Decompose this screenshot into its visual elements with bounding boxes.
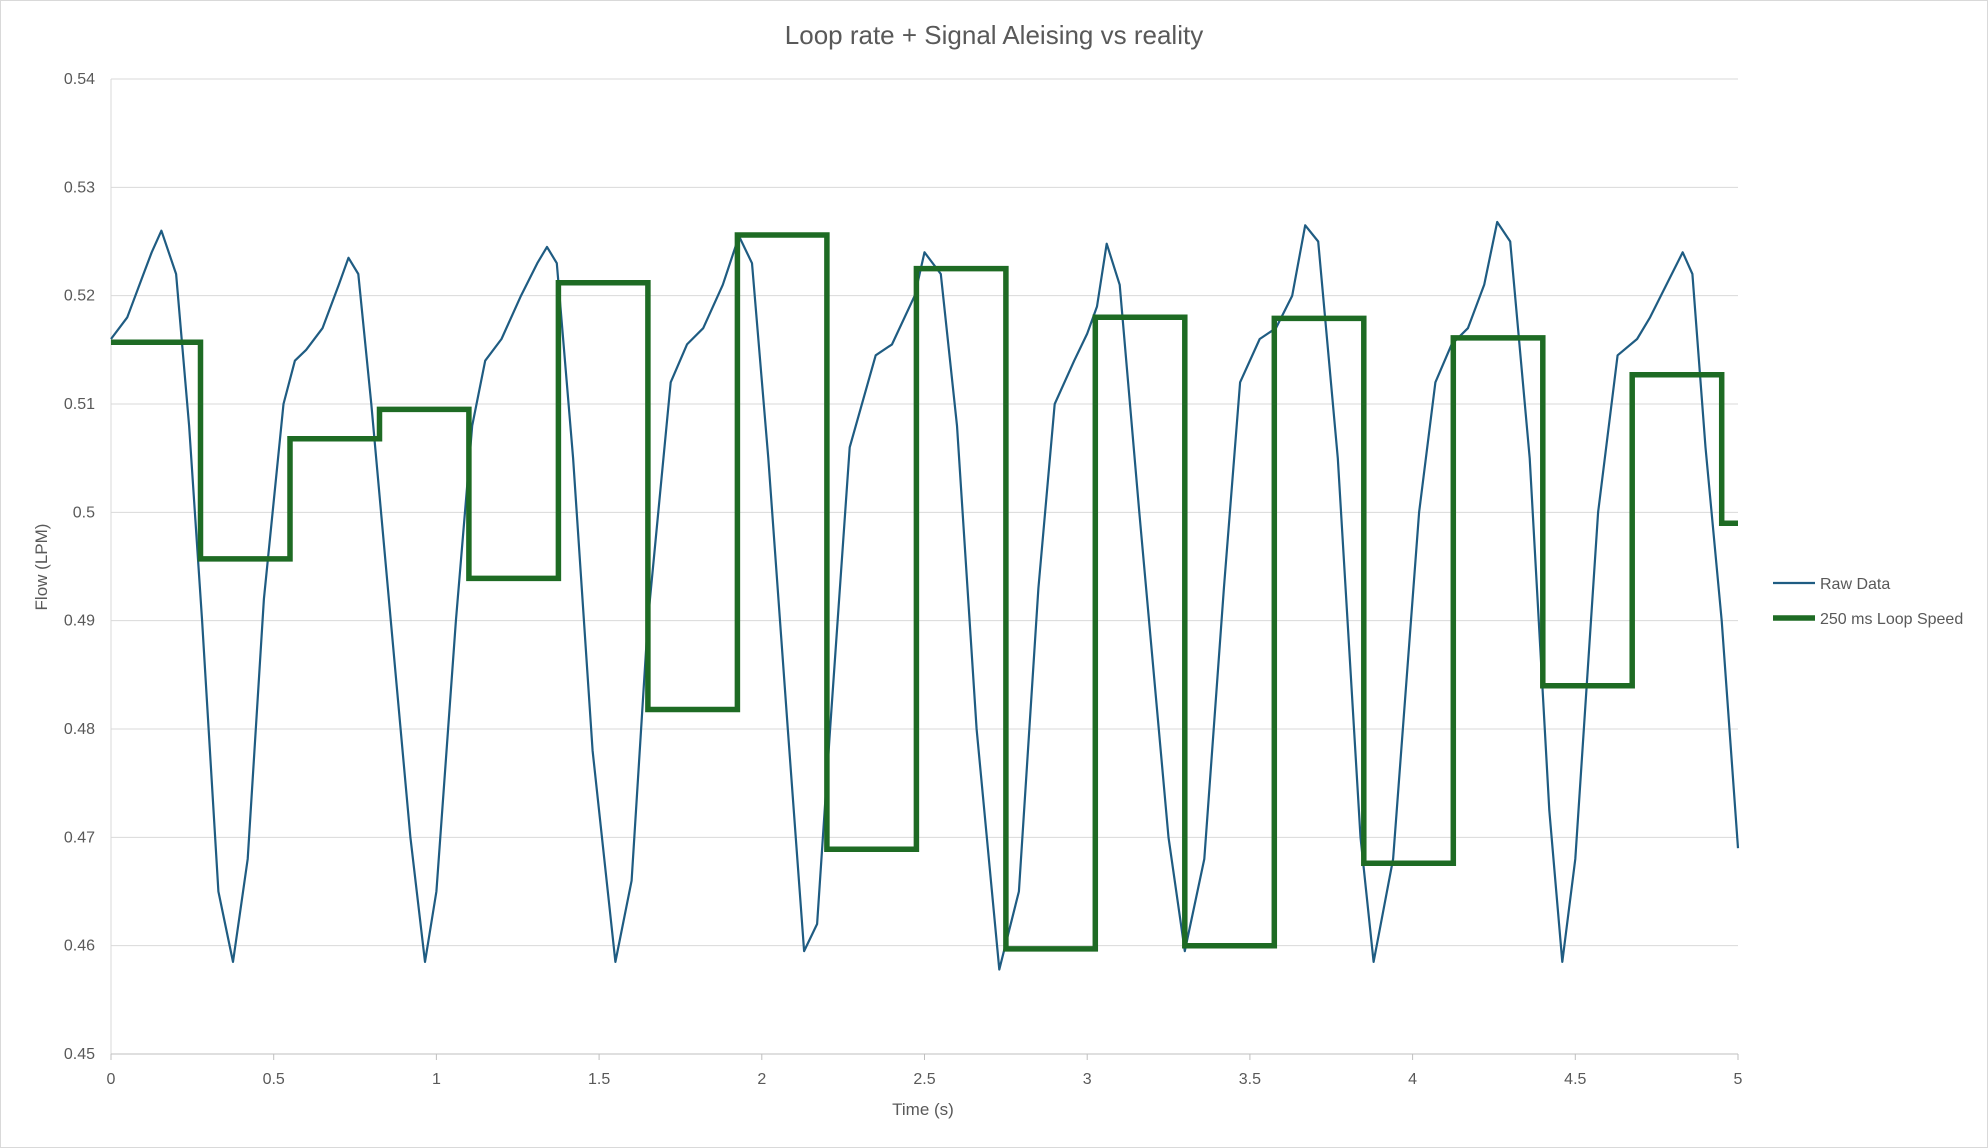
legend-label-raw-data: Raw Data [1820, 576, 1890, 593]
y-tick-label: 0.53 [64, 179, 95, 196]
axes: 0.450.460.470.480.490.50.510.520.530.540… [64, 71, 1743, 1088]
x-tick-label: 1 [432, 1071, 441, 1088]
gridlines [111, 78, 1738, 1055]
y-tick-label: 0.45 [64, 1046, 95, 1063]
x-tick-label: 4 [1408, 1071, 1417, 1088]
y-tick-label: 0.46 [64, 938, 95, 955]
x-tick-label: 5 [1734, 1071, 1743, 1088]
y-tick-label: 0.51 [64, 396, 95, 413]
x-tick-label: 4.5 [1564, 1071, 1586, 1088]
y-axis-title: Flow (LPM) [32, 524, 51, 611]
x-tick-label: 2.5 [913, 1071, 935, 1088]
legend: Raw Data 250 ms Loop Speed [1773, 576, 1963, 628]
x-tick-label: 3.5 [1239, 1071, 1261, 1088]
series-line-loop-speed [111, 232, 1738, 952]
x-axis-title: Time (s) [892, 1100, 954, 1119]
y-tick-label: 0.52 [64, 288, 95, 305]
x-tick-label: 0.5 [263, 1071, 285, 1088]
y-tick-label: 0.54 [64, 71, 95, 88]
x-tick-label: 1.5 [588, 1071, 610, 1088]
x-tick-label: 2 [757, 1071, 766, 1088]
chart-title: Loop rate + Signal Aleising vs reality [785, 20, 1203, 50]
y-tick-label: 0.48 [64, 721, 95, 738]
y-tick-label: 0.5 [73, 504, 95, 521]
plot-area [110, 220, 1740, 971]
y-tick-label: 0.49 [64, 613, 95, 630]
x-tick-label: 0 [107, 1071, 116, 1088]
x-tick-label: 3 [1083, 1071, 1092, 1088]
legend-label-loop-speed: 250 ms Loop Speed [1820, 611, 1963, 628]
y-tick-label: 0.47 [64, 829, 95, 846]
series-line-raw-data [110, 220, 1740, 971]
